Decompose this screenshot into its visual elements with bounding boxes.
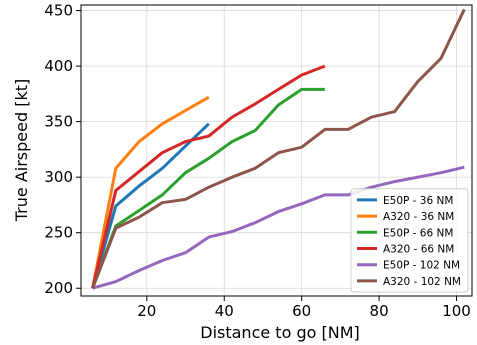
y-tick-label: 200 bbox=[44, 279, 73, 297]
series-lines bbox=[91, 8, 466, 290]
series-line-e50p-36-nm bbox=[91, 122, 210, 289]
series-line-e50p-66-nm bbox=[91, 87, 325, 289]
x-tick-label: 60 bbox=[292, 302, 311, 320]
legend-label: E50P - 66 NM bbox=[383, 227, 453, 239]
x-tick-label: 80 bbox=[370, 302, 389, 320]
x-tick-label: 20 bbox=[137, 302, 156, 320]
legend-label: A320 - 36 NM bbox=[383, 211, 454, 223]
y-tick-label: 400 bbox=[44, 57, 73, 75]
series-line-a320-36-nm bbox=[91, 95, 210, 289]
y-tick-label: 300 bbox=[44, 168, 73, 186]
x-tick-label: 100 bbox=[442, 302, 471, 320]
y-axis-label: True Airspeed [kt] bbox=[12, 79, 31, 222]
series-line-a320-66-nm bbox=[91, 64, 326, 289]
x-axis-ticks: 20 40 60 80 100 bbox=[137, 296, 471, 320]
legend-label: A320 - 66 NM bbox=[383, 244, 454, 256]
legend-label: E50P - 36 NM bbox=[383, 195, 453, 207]
legend: E50P - 36 NM A320 - 36 NM E50P - 66 NM A320… bbox=[350, 188, 469, 293]
legend-label: A320 - 102 NM bbox=[383, 276, 461, 288]
x-tick-label: 40 bbox=[215, 302, 234, 320]
y-axis-ticks: 200 250 300 350 400 450 bbox=[44, 2, 81, 297]
y-tick-label: 450 bbox=[44, 2, 73, 20]
series-line-e50p-102-nm bbox=[92, 165, 465, 290]
grid-lines bbox=[81, 5, 472, 296]
legend-label: E50P - 102 NM bbox=[383, 260, 460, 272]
x-axis-label: Distance to go [NM] bbox=[200, 323, 359, 342]
plot-area-frame bbox=[80, 4, 473, 297]
y-tick-label: 250 bbox=[44, 224, 73, 242]
legend-box bbox=[350, 188, 469, 293]
series-line-a320-102-nm bbox=[91, 8, 466, 289]
y-tick-label: 350 bbox=[44, 113, 73, 131]
